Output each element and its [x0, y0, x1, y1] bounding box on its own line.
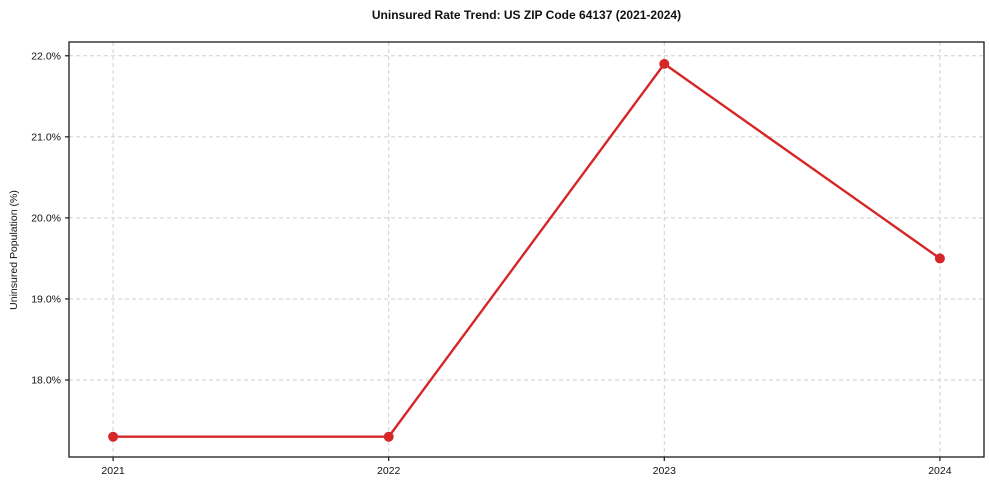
data-point-2022 — [383, 431, 394, 442]
x-tick-label: 2024 — [928, 465, 952, 477]
y-tick-label: 19.0% — [31, 293, 61, 305]
data-point-2021 — [108, 431, 119, 442]
x-tick-label: 2021 — [101, 465, 125, 477]
y-tick-label: 21.0% — [31, 131, 61, 143]
data-point-2023 — [659, 58, 670, 69]
x-tick-label: 2023 — [653, 465, 677, 477]
y-tick-label: 20.0% — [31, 212, 61, 224]
y-tick-label: 18.0% — [31, 374, 61, 386]
y-axis-label: Uninsured Population (%) — [8, 190, 20, 310]
data-point-2024 — [934, 253, 945, 264]
y-tick-label: 22.0% — [31, 50, 61, 62]
chart-title: Uninsured Rate Trend: US ZIP Code 64137 … — [371, 8, 682, 22]
trend-line — [111, 62, 942, 438]
x-tick-label: 2022 — [377, 465, 401, 477]
axis-spines — [68, 41, 985, 458]
